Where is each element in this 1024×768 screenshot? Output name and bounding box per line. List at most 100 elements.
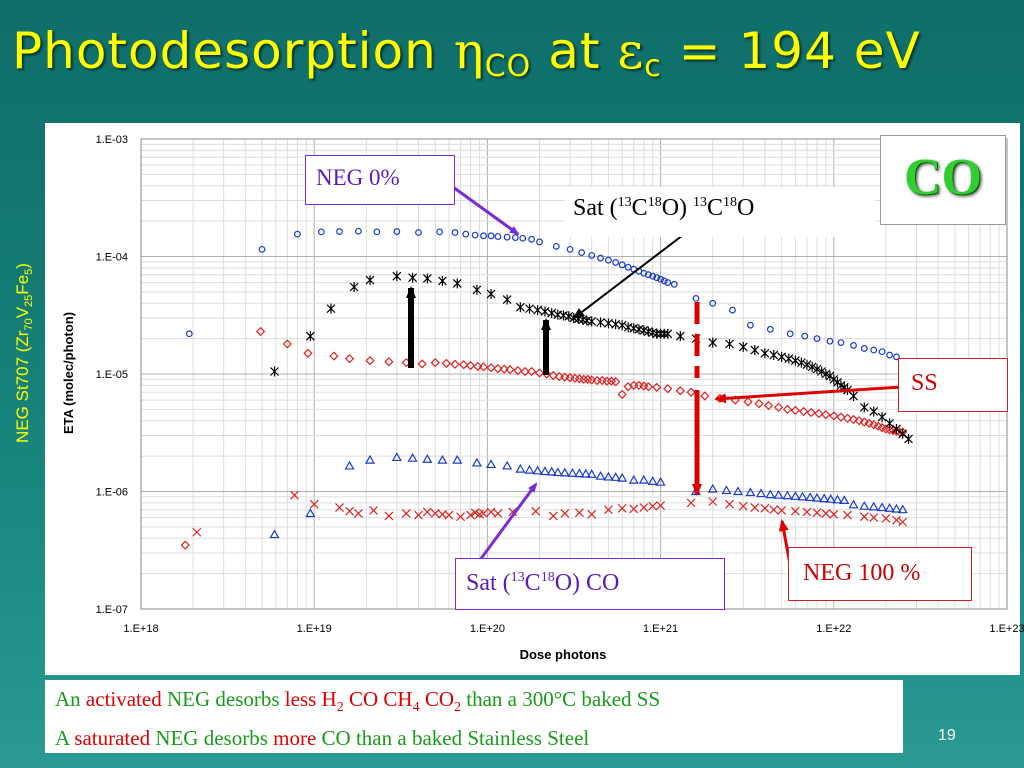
footer-line-2: A saturated NEG desorbs more CO than a b… <box>55 723 903 753</box>
data-point <box>502 460 513 470</box>
sat-open: Sat ( <box>573 195 618 221</box>
data-point <box>868 501 879 511</box>
f1-h: H <box>321 687 337 711</box>
data-point <box>850 342 857 349</box>
f2-saturated: saturated <box>74 726 151 751</box>
data-point <box>784 353 794 364</box>
data-point <box>465 360 476 371</box>
data-point <box>843 510 852 520</box>
data-point <box>365 355 375 366</box>
data-point <box>617 389 627 400</box>
f1-co2-sub: 2 <box>454 700 462 716</box>
data-point <box>738 501 748 511</box>
data-point <box>611 319 621 330</box>
data-point <box>870 346 878 354</box>
satco-open: Sat ( <box>466 570 511 596</box>
data-point <box>384 511 394 521</box>
data-point <box>574 468 585 478</box>
data-point <box>805 492 816 502</box>
data-point <box>725 339 734 350</box>
data-point <box>839 495 850 504</box>
data-point <box>422 454 433 463</box>
sat-c: C <box>631 195 648 221</box>
data-point <box>790 491 801 500</box>
data-point <box>782 490 793 500</box>
data-point <box>725 499 734 509</box>
x-tick-label: 1.E+21 <box>643 623 678 635</box>
data-point <box>692 294 700 302</box>
data-point <box>499 364 509 374</box>
data-point <box>384 357 394 367</box>
data-point <box>531 506 541 516</box>
satco-pointer-arrow <box>478 482 538 561</box>
data-point <box>586 469 597 478</box>
data-point <box>760 348 770 359</box>
data-point <box>478 362 489 372</box>
data-point <box>754 398 764 409</box>
y-tick-label: 1.E-06 <box>96 487 128 499</box>
data-point <box>700 391 710 401</box>
data-point <box>765 489 776 499</box>
f2-more: more <box>273 726 317 751</box>
data-point <box>869 513 879 522</box>
data-point <box>548 511 558 521</box>
data-point <box>807 361 817 372</box>
data-point <box>655 476 666 486</box>
data-point <box>519 234 527 242</box>
data-point <box>546 466 557 476</box>
data-point <box>743 397 753 407</box>
data-point <box>258 245 266 253</box>
data-point <box>479 509 488 518</box>
data-point <box>898 517 908 527</box>
data-point <box>336 228 343 235</box>
data-point <box>335 503 344 512</box>
data-point <box>806 407 816 418</box>
data-point <box>860 345 868 352</box>
data-point <box>786 330 794 338</box>
data-point <box>559 467 570 477</box>
data-point <box>618 261 626 269</box>
data-point <box>886 351 894 359</box>
data-point <box>560 509 570 518</box>
tick-labels: 1.E+18 1.E+19 1.E+20 1.E+21 1.E+22 1.E+23 1.E-… <box>96 134 1024 635</box>
data-point <box>849 390 858 401</box>
data-point <box>408 272 418 283</box>
data-point <box>643 382 654 392</box>
data-point <box>864 418 874 429</box>
data-point <box>270 366 279 377</box>
f1-rest: than a 300°C baked SS <box>466 687 661 711</box>
data-point <box>605 256 612 264</box>
slide-number: 19 <box>938 727 956 744</box>
data-point <box>766 325 774 333</box>
data-point <box>657 275 664 283</box>
data-point <box>344 460 355 470</box>
data-point <box>812 508 822 518</box>
data-point <box>282 339 293 349</box>
data-point <box>721 485 732 495</box>
data-point <box>782 404 793 415</box>
data-point <box>595 470 606 480</box>
data-point <box>859 417 869 427</box>
data-point <box>769 350 779 361</box>
data-point <box>686 387 696 397</box>
data-point <box>832 494 843 504</box>
data-point <box>610 472 621 481</box>
data-point <box>575 508 584 518</box>
data-point <box>709 299 717 307</box>
data-point <box>540 306 550 317</box>
data-point <box>548 370 558 381</box>
f1-co2: CO <box>424 687 455 711</box>
data-point <box>617 472 628 482</box>
data-point <box>617 320 627 331</box>
data-point <box>612 259 620 266</box>
data-point <box>407 453 418 462</box>
data-point <box>848 414 859 425</box>
data-point <box>430 357 440 368</box>
x-axis-label: Dose photons <box>520 647 607 662</box>
data-point <box>660 277 668 285</box>
data-point <box>797 491 808 501</box>
data-point <box>554 371 564 382</box>
data-point <box>456 512 465 522</box>
data-point <box>438 275 447 286</box>
data-point <box>814 408 824 419</box>
